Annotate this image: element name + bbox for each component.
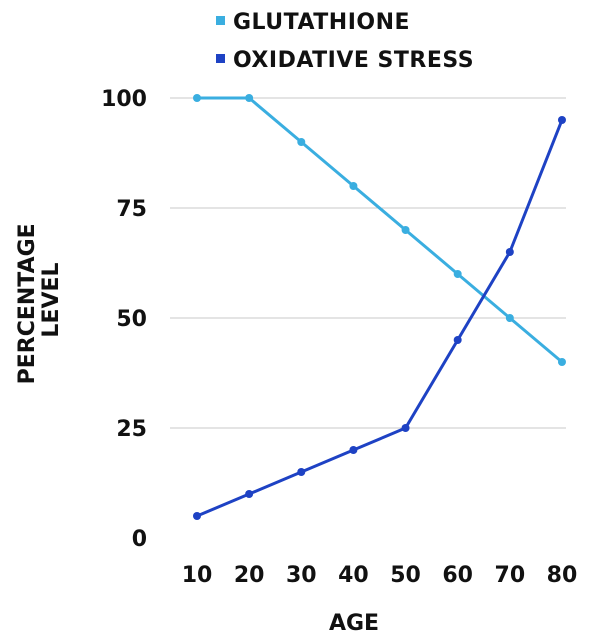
x-tick-label: 40 <box>338 563 369 588</box>
x-axis-title: AGE <box>329 611 379 636</box>
legend-label: OXIDATIVE STRESS <box>233 48 474 73</box>
data-point <box>453 336 462 344</box>
legend: GLUTATHIONE OXIDATIVE STRESS <box>216 10 474 73</box>
y-tick-label: 25 <box>116 417 147 442</box>
x-tick-label: 10 <box>182 563 213 588</box>
data-point <box>557 116 566 124</box>
data-point <box>349 182 358 190</box>
x-tick-label: 20 <box>234 563 265 588</box>
data-point <box>401 226 410 234</box>
y-axis-title-line-2: LEVEL <box>39 262 64 337</box>
data-point <box>297 138 306 146</box>
data-point <box>297 468 306 476</box>
data-point <box>349 446 358 454</box>
legend-label: GLUTATHIONE <box>233 10 410 35</box>
data-point <box>401 424 410 432</box>
y-axis-ticks: 0 25 50 75 100 <box>101 87 147 552</box>
x-tick-label: 30 <box>286 563 317 588</box>
legend-swatch <box>216 54 225 63</box>
x-tick-label: 70 <box>495 563 526 588</box>
y-tick-label: 50 <box>116 307 147 332</box>
data-point <box>193 512 201 520</box>
y-axis-title: PERCENTAGE LEVEL <box>15 216 64 385</box>
x-tick-label: 50 <box>390 563 421 588</box>
series-lines <box>193 94 566 520</box>
data-point <box>505 314 514 322</box>
y-tick-label: 100 <box>101 87 147 112</box>
x-tick-label: 80 <box>547 563 578 588</box>
x-tick-label: 60 <box>442 563 473 588</box>
data-point <box>245 94 254 102</box>
data-point <box>453 270 462 278</box>
series-line-1 <box>195 118 564 518</box>
legend-swatch <box>216 16 225 25</box>
data-point <box>193 94 201 102</box>
y-tick-label: 0 <box>132 527 147 552</box>
y-axis-title-line-1: PERCENTAGE <box>15 223 40 384</box>
data-point <box>505 248 514 256</box>
series-line-0 <box>195 96 564 364</box>
data-point <box>557 358 566 366</box>
grid-lines <box>170 97 566 429</box>
y-tick-label: 75 <box>116 197 147 222</box>
data-point <box>245 490 254 498</box>
x-axis-ticks: 10 20 30 40 50 60 70 80 <box>182 563 578 588</box>
